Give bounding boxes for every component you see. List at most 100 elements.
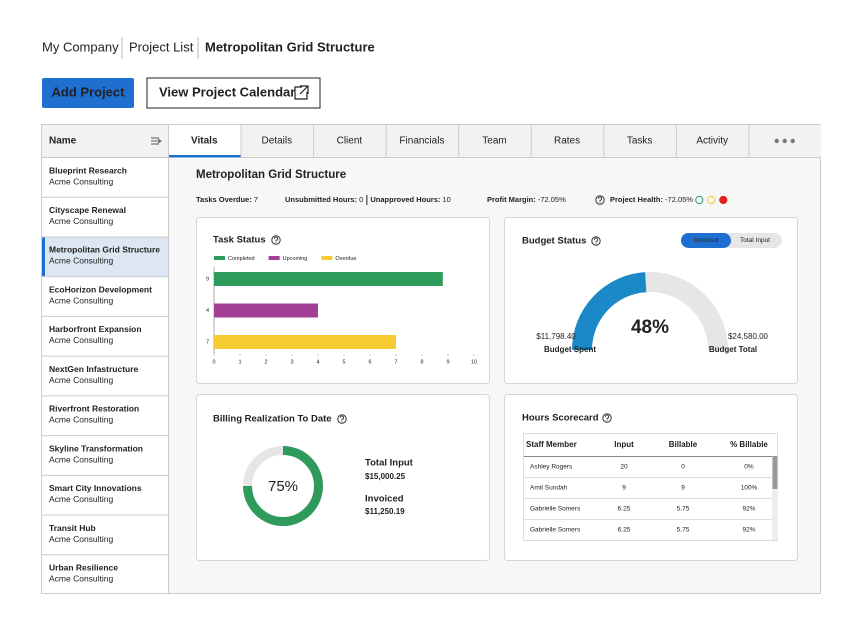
tab-label: Client: [337, 136, 363, 147]
project-name: Transit Hub: [49, 523, 96, 533]
project-name: NextGen Infastructure: [49, 364, 139, 374]
stat-value: -72.05%: [663, 195, 693, 204]
x-tick-label: 10: [471, 359, 477, 365]
health-dot: [719, 195, 728, 205]
stat-label: Unsubmitted Hours:: [285, 195, 357, 204]
table-frame: [523, 433, 778, 541]
project-name: Metropolitan Grid Structure: [49, 245, 160, 255]
x-tick-label: 3: [290, 359, 293, 365]
help-icon: [337, 414, 347, 424]
project-name: Cityscape Renewal: [49, 205, 126, 215]
project-company: Acme Consulting: [49, 574, 114, 584]
project-company: Acme Consulting: [49, 494, 114, 504]
project-company: Acme Consulting: [49, 256, 114, 266]
table-cell: 100%: [741, 485, 758, 492]
breadcrumb-item: Metropolitan Grid Structure: [205, 39, 375, 54]
x-tick-label: 8: [420, 359, 423, 365]
card-title: Budget Status: [522, 236, 586, 247]
project-company: Acme Consulting: [49, 335, 114, 345]
help-icon-dot: [275, 241, 277, 243]
project-company: Acme Consulting: [49, 295, 114, 305]
budget-spent-label: Budget Spent: [544, 345, 596, 354]
help-icon-glyph: [339, 415, 345, 421]
tab-label: Tasks: [627, 136, 653, 147]
staff-name: Gabrielle Somers: [530, 506, 581, 513]
project-company: Acme Consulting: [49, 216, 114, 226]
legend-swatch: [321, 256, 333, 260]
project-name: Urban Resilience: [49, 563, 118, 573]
staff-name: Ashley Rogers: [530, 464, 573, 471]
billing-label: Total Input: [365, 458, 414, 469]
help-icon: [591, 236, 601, 246]
donut-fill: [243, 446, 323, 526]
help-icon-dot: [595, 242, 597, 244]
bar: [214, 272, 443, 286]
stat-value: 7: [252, 195, 258, 204]
card-title: Task Status: [213, 235, 266, 246]
help-icon-dot: [599, 201, 601, 203]
project-name: Skyline Transformation: [49, 443, 143, 453]
tab-label: Details: [262, 136, 293, 147]
x-tick-label: 2: [264, 359, 267, 365]
budget-total-label: Budget Total: [709, 345, 757, 354]
table-cell: 6.25: [618, 527, 631, 534]
sidebar-header-label: Name: [49, 136, 77, 147]
stat-label: Unapproved Hours:: [370, 195, 440, 204]
add-project-button[interactable]: [42, 78, 134, 108]
scrollbar-thumb[interactable]: [772, 456, 778, 489]
help-icon: [595, 195, 605, 205]
sidebar-item-selected-bg: [42, 236, 168, 277]
legend-label: Upcoming: [283, 256, 308, 262]
stat: Tasks Overdue: 7: [196, 195, 258, 204]
table-cell: 0: [681, 464, 685, 471]
toggle-option[interactable]: Total Input: [740, 237, 770, 244]
help-icon-glyph: [597, 196, 603, 202]
table-cell: 5.75: [677, 506, 690, 513]
calendar-button[interactable]: [146, 77, 321, 109]
stat-label: Profit Margin:: [487, 195, 536, 204]
legend-label: Completed: [228, 256, 255, 262]
stat-value: 0: [357, 195, 363, 204]
column-header: Input: [614, 440, 634, 449]
toggle-active[interactable]: [681, 233, 731, 248]
help-icon: [271, 235, 281, 245]
help-icon-glyph: [273, 236, 279, 242]
project-title: Metropolitan Grid Structure: [196, 169, 346, 181]
budget-total: $24,580.00: [728, 332, 769, 341]
table-cell: 92%: [742, 506, 755, 513]
tab-label: Vitals: [191, 136, 218, 147]
bar-category-label: 7: [206, 339, 209, 345]
stat-value: -72.05%: [536, 195, 566, 204]
project-name: Blueprint Research: [49, 165, 127, 175]
project-name: Riverfront Restoration: [49, 404, 139, 414]
stat-value: 10: [440, 195, 450, 204]
staff-name: Gabrielle Somers: [530, 527, 581, 534]
column-header: % Billable: [730, 440, 768, 449]
external-link-icon: [294, 85, 309, 100]
breadcrumb-item[interactable]: My Company: [42, 39, 119, 54]
sidebar-header: [42, 125, 168, 157]
health-dot: [695, 195, 704, 205]
table-cell: 0%: [744, 464, 754, 471]
bar: [214, 303, 318, 318]
column-header: Billable: [669, 440, 698, 449]
help-icon: [602, 413, 612, 423]
x-tick-label: 7: [394, 359, 397, 365]
legend-label: Overdue: [335, 256, 356, 262]
project-company: Acme Consulting: [49, 375, 114, 385]
breadcrumb-item[interactable]: Project List: [129, 39, 194, 54]
card-title: Hours Scorecard: [522, 413, 599, 424]
x-tick-label: 4: [316, 359, 319, 365]
project-company: Acme Consulting: [49, 534, 114, 544]
project-company: Acme Consulting: [49, 454, 114, 464]
project-name: Harborfront Expansion: [49, 324, 142, 334]
billing-label: Invoiced: [365, 494, 404, 505]
tab-active-underline: [169, 155, 241, 158]
calendar-label: View Project Calendar: [159, 84, 295, 99]
project-company: Acme Consulting: [49, 176, 114, 186]
table-cell: 20: [620, 464, 628, 471]
sort-icon[interactable]: [151, 137, 162, 145]
x-tick-label: 5: [342, 359, 345, 365]
stat: Unsubmitted Hours: 0: [285, 195, 363, 204]
